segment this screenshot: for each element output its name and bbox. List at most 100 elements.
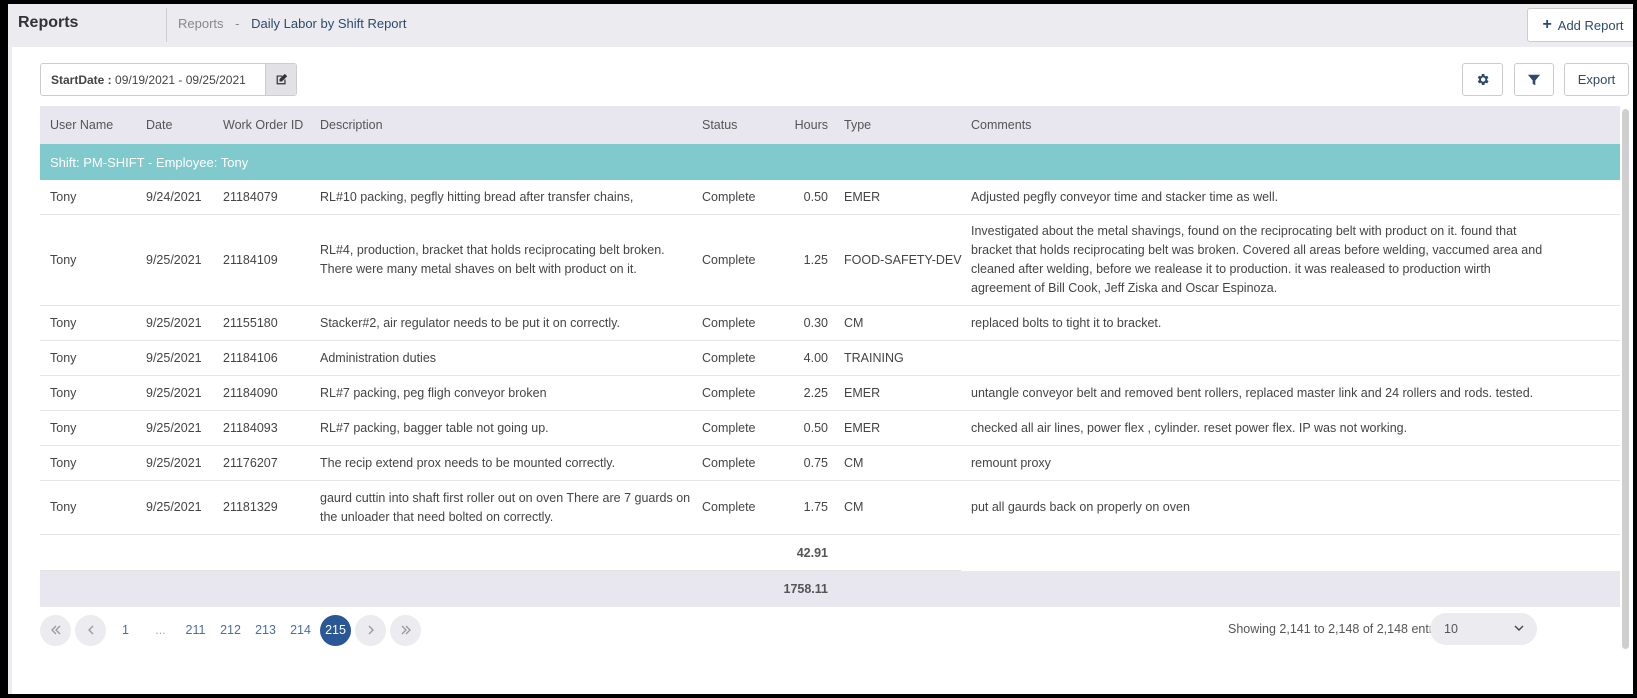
date-range-display[interactable]: StartDate : 09/19/2021 - 09/25/2021 [41, 64, 265, 95]
cell-type: TRAINING [844, 350, 904, 365]
cell-comments: Adjusted pegfly conveyor time and stacke… [971, 189, 1279, 204]
column-header-type[interactable]: Type [844, 117, 872, 132]
cell-description: RL#7 packing, peg fligh conveyor broken [320, 385, 547, 400]
column-header-status[interactable]: Status [702, 117, 738, 132]
export-button[interactable]: Export [1564, 63, 1629, 96]
cell-description: gaurd cuttin into shaft first roller out… [320, 490, 691, 524]
filter-button[interactable] [1514, 63, 1554, 96]
current-page[interactable]: 215 [320, 614, 351, 646]
cell-user-name: Tony [50, 420, 77, 435]
table-scrollbar[interactable] [1622, 106, 1630, 651]
table-row[interactable]: Tony 9/25/2021 21184090 RL#7 packing, pe… [40, 376, 1620, 411]
column-header-hours[interactable]: Hours [794, 117, 828, 132]
cell-status: Complete [702, 315, 756, 330]
column-header-comments[interactable]: Comments [971, 117, 1032, 132]
cell-hours: 0.30 [803, 315, 828, 330]
last-page-button[interactable] [390, 614, 421, 646]
cell-hours: 0.50 [803, 420, 828, 435]
cell-date: 9/25/2021 [146, 252, 202, 267]
cell-date: 9/25/2021 [146, 350, 202, 365]
cell-status: Complete [702, 385, 756, 400]
table-row[interactable]: Tony 9/25/2021 21155180 Stacker#2, air r… [40, 306, 1620, 341]
app-window: Reports Reports - Daily Labor by Shift R… [8, 4, 1633, 694]
cell-description: RL#10 packing, pegfly hitting bread afte… [320, 189, 634, 204]
next-page-button[interactable] [355, 614, 386, 646]
plus-icon: + [1542, 16, 1552, 33]
cell-status: Complete [702, 420, 756, 435]
page-link[interactable]: 211 [185, 623, 206, 637]
cell-description: Stacker#2, air regulator needs to be put… [320, 315, 620, 330]
table-row[interactable]: Tony 9/25/2021 21184093 RL#7 packing, ba… [40, 411, 1620, 446]
breadcrumb-current: Daily Labor by Shift Report [251, 16, 407, 31]
cell-user-name: Tony [50, 385, 77, 400]
page-link[interactable]: 1 [122, 623, 129, 637]
prev-page-button[interactable] [75, 614, 106, 646]
cell-type: FOOD-SAFETY-DEV [844, 252, 962, 267]
cell-work-order-id: 21184079 [223, 189, 278, 204]
page-link[interactable]: 212 [220, 623, 241, 637]
report-table: User Name Date Work Order ID Description… [40, 106, 1620, 607]
chevron-left-icon [87, 625, 93, 635]
cell-work-order-id: 21155180 [223, 315, 278, 330]
column-header-work-order-id[interactable]: Work Order ID [223, 117, 304, 132]
first-page-button[interactable] [40, 614, 71, 646]
breadcrumb-separator: - [235, 16, 240, 31]
cell-comments: replaced bolts to tight it to bracket. [971, 315, 1162, 330]
table-row[interactable]: Tony 9/25/2021 21184109 RL#4, production… [40, 215, 1620, 306]
table-row[interactable]: Tony 9/25/2021 21181329 gaurd cuttin int… [40, 481, 1620, 535]
breadcrumb-divider [166, 8, 167, 42]
chevron-right-icon [368, 625, 374, 635]
pagination: 1 ... 211 212 213 214 215 [40, 613, 421, 647]
cell-user-name: Tony [50, 252, 77, 267]
scrollbar-thumb[interactable] [1622, 109, 1629, 649]
cell-hours: 2.25 [803, 385, 828, 400]
cell-type: EMER [844, 420, 881, 435]
cell-user-name: Tony [50, 315, 77, 330]
page-size-select[interactable]: 10 [1430, 613, 1537, 645]
cell-status: Complete [702, 189, 756, 204]
page-link[interactable]: 214 [290, 623, 311, 637]
cell-work-order-id: 21176207 [223, 455, 278, 470]
cell-work-order-id: 21184109 [223, 252, 278, 267]
cell-date: 9/25/2021 [146, 500, 202, 514]
cell-type: EMER [844, 385, 881, 400]
cell-comments: Investigated about the metal shavings, f… [971, 224, 1543, 295]
subtotal-row: 42.91 [40, 535, 1620, 571]
add-report-label: Add Report [1557, 17, 1624, 33]
breadcrumb-root-link[interactable]: Reports [178, 16, 224, 31]
column-header-description[interactable]: Description [320, 117, 383, 132]
cell-user-name: Tony [50, 350, 77, 365]
date-range-picker[interactable]: StartDate : 09/19/2021 - 09/25/2021 [40, 63, 297, 96]
cell-user-name: Tony [50, 189, 77, 204]
page-size-value: 10 [1444, 622, 1458, 636]
cell-type: CM [844, 500, 864, 514]
table-row[interactable]: Tony 9/24/2021 21184079 RL#10 packing, p… [40, 180, 1620, 215]
edit-icon [276, 73, 287, 85]
column-header-date[interactable]: Date [146, 117, 173, 132]
edit-date-button[interactable] [265, 64, 296, 95]
column-header-user-name[interactable]: User Name [50, 117, 114, 132]
table-row[interactable]: Tony 9/25/2021 21176207 The recip extend… [40, 446, 1620, 481]
cell-description: The recip extend prox needs to be mounte… [320, 455, 616, 470]
cell-user-name: Tony [50, 500, 77, 514]
cell-description: RL#7 packing, bagger table not going up. [320, 420, 549, 435]
date-range-label: StartDate : [51, 72, 112, 87]
settings-button[interactable] [1462, 63, 1503, 96]
cell-hours: 1.25 [803, 252, 828, 267]
cell-comments: put all gaurds back on properly on oven [971, 500, 1190, 514]
cell-type: EMER [844, 189, 881, 204]
cell-status: Complete [702, 500, 756, 514]
cell-comments: checked all air lines, power flex , cyli… [971, 420, 1408, 435]
table-row[interactable]: Tony 9/25/2021 21184106 Administration d… [40, 341, 1620, 376]
page-link[interactable]: 213 [255, 623, 276, 637]
subtotal-divider [40, 570, 961, 571]
cell-user-name: Tony [50, 455, 77, 470]
breadcrumb: Reports - Daily Labor by Shift Report [178, 16, 406, 31]
cell-work-order-id: 21184093 [223, 420, 278, 435]
double-chevron-left-icon [50, 625, 60, 635]
cell-date: 9/25/2021 [146, 420, 202, 435]
cell-hours: 0.50 [803, 189, 828, 204]
cell-type: CM [844, 315, 864, 330]
add-report-button[interactable]: + Add Report [1527, 8, 1633, 42]
cell-type: CM [844, 455, 864, 470]
